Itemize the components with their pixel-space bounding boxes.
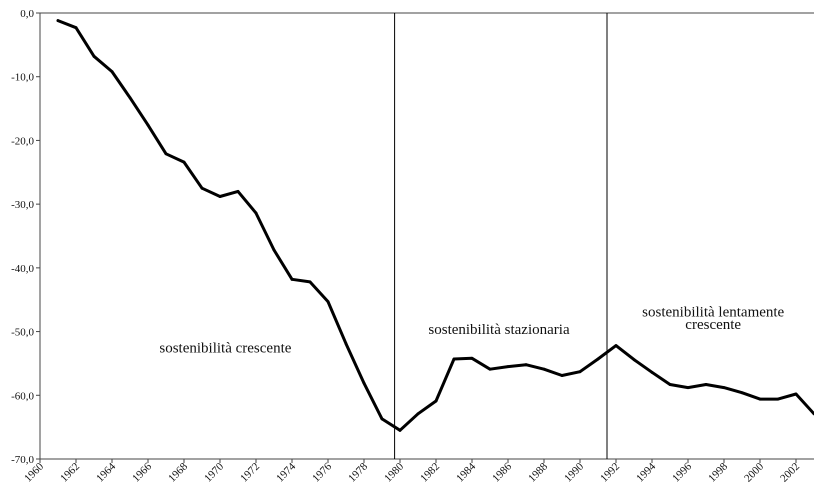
y-tick-label: -40,0: [11, 263, 34, 275]
data-point: [308, 280, 312, 284]
x-tick-label: 1998: [706, 460, 730, 484]
data-point: [578, 370, 582, 374]
x-tick-label: 1992: [598, 461, 622, 485]
data-point: [488, 367, 492, 371]
series-layer: [56, 19, 814, 432]
data-point: [398, 428, 402, 432]
data-point: [542, 367, 546, 371]
data-point: [614, 344, 618, 347]
data-point: [290, 277, 294, 281]
y-tick-label: -10,0: [11, 72, 34, 84]
data-point: [722, 386, 726, 390]
data-point: [362, 381, 366, 385]
data-point: [452, 357, 456, 361]
data-point: [668, 383, 672, 386]
x-tick-label: 1986: [490, 460, 514, 484]
phase-annotation: sostenibilità lentamente: [642, 304, 784, 320]
data-point: [650, 370, 654, 374]
data-point: [704, 383, 708, 386]
x-tick-label: 1968: [166, 460, 190, 484]
data-point: [110, 70, 114, 74]
series-line: [56, 19, 814, 432]
data-point: [596, 357, 600, 361]
x-tick-label: 1966: [130, 460, 154, 484]
data-point: [92, 54, 96, 58]
data-point: [434, 399, 438, 403]
x-tick-label: 1974: [274, 460, 298, 484]
axes-layer: 0,0 -10,0 -20,0 -30,0 -40,0 -50,0 -60,0 -70,0 19…: [11, 8, 814, 485]
data-point: [416, 412, 420, 416]
y-tick-label: -70,0: [11, 454, 34, 466]
data-point: [128, 96, 132, 100]
data-point: [254, 211, 258, 215]
data-point: [200, 186, 204, 190]
x-tick-label: 1996: [670, 460, 694, 484]
data-point: [380, 417, 384, 421]
data-point: [74, 26, 78, 30]
y-tick-label: -20,0: [11, 135, 34, 147]
data-point: [758, 397, 762, 401]
data-point: [560, 374, 564, 377]
x-tick-label: 1984: [454, 460, 478, 484]
y-tick-label: -60,0: [11, 390, 34, 402]
data-point: [164, 152, 168, 156]
x-tick-label: 1988: [526, 460, 550, 484]
data-point: [326, 300, 330, 304]
data-point: [776, 397, 780, 401]
x-tick-label: 1982: [418, 461, 442, 485]
x-tick-label: 1972: [238, 461, 262, 485]
x-tick-label: 1964: [94, 460, 118, 484]
y-tick-label: -50,0: [11, 327, 34, 339]
x-tick-label: 1978: [346, 460, 370, 484]
data-point: [506, 365, 510, 369]
x-tick-label: 1994: [634, 460, 658, 484]
x-tick-label: 1962: [58, 461, 82, 485]
data-point: [686, 386, 690, 390]
data-point: [470, 356, 474, 360]
data-point: [524, 363, 528, 367]
data-point: [182, 160, 186, 164]
data-point: [344, 342, 348, 346]
x-tick-label: 1980: [382, 460, 406, 484]
y-tick-label: -30,0: [11, 199, 34, 211]
x-tick-label: 2002: [778, 461, 802, 485]
data-point: [236, 190, 240, 193]
annotations-layer: sostenibilità crescente sostenibilità sta…: [159, 304, 784, 356]
phase-annotation: sostenibilità crescente: [159, 341, 291, 357]
data-point: [272, 248, 276, 252]
phase-annotation: crescente: [685, 317, 741, 333]
data-point: [632, 358, 636, 362]
vertical-markers-layer: [394, 13, 608, 459]
x-tick-label: 1976: [310, 460, 334, 484]
data-point: [146, 123, 150, 127]
y-tick-label: 0,0: [20, 8, 34, 20]
data-point: [218, 195, 222, 198]
x-tick-label: 1970: [202, 460, 226, 484]
data-point: [56, 19, 60, 23]
data-point: [740, 391, 744, 395]
data-point: [794, 392, 798, 396]
x-tick-label: 2000: [742, 460, 766, 484]
x-tick-label: 1990: [562, 460, 586, 484]
phase-annotation: sostenibilità stazionaria: [428, 322, 570, 338]
